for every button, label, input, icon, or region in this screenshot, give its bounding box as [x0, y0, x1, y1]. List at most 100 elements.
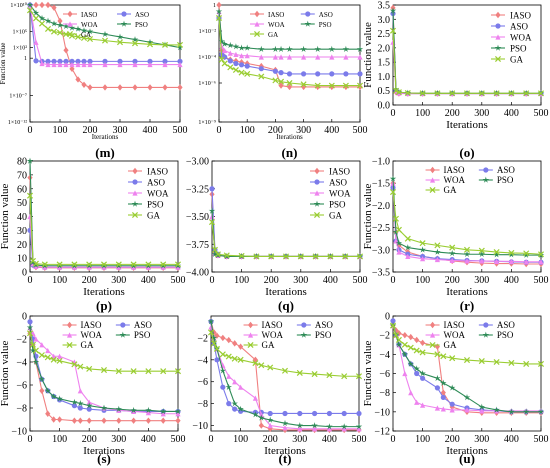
legend-marker	[429, 321, 436, 329]
data-point	[50, 20, 58, 27]
data-point	[51, 58, 57, 64]
data-point	[86, 261, 93, 268]
data-point	[63, 58, 69, 64]
data-point	[174, 261, 182, 268]
data-point	[56, 21, 64, 28]
data-point	[272, 54, 278, 60]
data-point	[29, 347, 37, 354]
data-point	[434, 385, 440, 391]
data-point	[71, 403, 77, 409]
x-tick-label: 200	[445, 275, 460, 286]
x-tick-label: 300	[296, 125, 311, 136]
data-point	[145, 417, 151, 424]
panel-letter: (q)	[278, 298, 294, 313]
data-point	[33, 58, 39, 64]
data-point	[100, 261, 108, 268]
series-aso	[27, 2, 183, 64]
data-point	[32, 347, 39, 354]
data-point	[523, 90, 530, 97]
legend-label: ASO	[147, 177, 166, 187]
y-tick-label: 50	[17, 198, 27, 209]
chart-panel: 0 100 200 300 400 500 1×10¹⁰ 1×10⁵ 1×10² 1 1×10⁻⁷ 1…	[0, 1, 188, 160]
y-tick-label: −3.5	[372, 268, 390, 279]
y-tick-label: 3.5	[378, 1, 391, 12]
data-point	[278, 78, 285, 85]
series-line	[29, 321, 178, 413]
data-point	[449, 257, 455, 264]
data-point	[478, 358, 485, 365]
data-point	[522, 408, 530, 415]
data-point	[221, 60, 228, 67]
data-point	[342, 45, 350, 52]
series-line	[29, 333, 178, 372]
y-tick-label: 20	[17, 240, 27, 251]
data-point	[390, 318, 396, 324]
data-point	[493, 248, 500, 256]
x-tick-label: 0	[391, 275, 396, 286]
data-point	[311, 371, 318, 378]
x-tick-label: 500	[171, 434, 186, 445]
data-point	[420, 402, 426, 408]
plot-frame	[392, 4, 542, 106]
data-point	[440, 379, 447, 386]
data-point	[258, 422, 264, 429]
series-woa	[390, 180, 544, 265]
data-point	[396, 249, 402, 255]
series-woa	[216, 8, 363, 60]
legend-label: IASO	[147, 166, 169, 176]
legend-label: PSO	[135, 21, 148, 29]
data-point	[32, 15, 40, 22]
x-tick-label: 200	[82, 275, 97, 286]
data-point	[38, 352, 45, 359]
data-point	[45, 58, 51, 64]
data-point	[44, 17, 52, 24]
data-point	[80, 27, 88, 34]
series-line	[29, 9, 180, 46]
y-tick-label: 1×10⁻⁴	[198, 55, 216, 61]
data-point	[523, 360, 530, 367]
data-point	[39, 1, 45, 9]
x-tick-label: 400	[141, 275, 156, 286]
data-point	[300, 45, 307, 52]
data-point	[238, 62, 245, 68]
series-woa	[27, 213, 181, 270]
x-tick-label: 300	[293, 275, 308, 286]
y-tick-label: −3.50	[186, 212, 209, 223]
data-point	[177, 84, 183, 91]
data-point	[479, 258, 485, 264]
data-point	[74, 33, 82, 40]
legend-label: GA	[262, 340, 275, 350]
data-point	[63, 47, 69, 54]
y-tick-label: −10	[374, 407, 390, 418]
legend-marker	[132, 167, 138, 175]
legend-marker	[495, 23, 501, 29]
legend-marker	[313, 200, 321, 207]
data-point	[177, 61, 183, 68]
data-point	[102, 61, 108, 68]
x-axis-label: Iterations	[92, 133, 119, 141]
data-point	[218, 38, 226, 45]
data-point	[227, 64, 234, 71]
data-point	[162, 61, 168, 68]
data-point	[161, 41, 169, 48]
data-point	[392, 87, 399, 94]
data-point	[413, 365, 420, 372]
data-point	[253, 253, 260, 260]
x-tick-label: 300	[113, 125, 128, 136]
data-point	[258, 362, 265, 369]
data-point	[26, 324, 34, 331]
series-woa	[27, 324, 181, 417]
y-tick-label: 40	[17, 212, 27, 223]
x-tick-label: 300	[474, 275, 489, 286]
x-tick-label: 200	[263, 434, 278, 445]
panel-letter: (s)	[97, 451, 111, 466]
data-point	[218, 56, 225, 63]
data-point	[216, 1, 222, 9]
y-tick-label: −12	[374, 427, 390, 438]
series-line	[218, 11, 360, 58]
legend-marker	[482, 331, 490, 338]
data-point	[267, 410, 273, 417]
series-ga	[26, 192, 182, 268]
chart-panel: 0 100 200 300 400 500 −4.00 −3.75 −3.50 −3.25 −3.0…	[186, 157, 368, 314]
data-point	[117, 58, 123, 64]
